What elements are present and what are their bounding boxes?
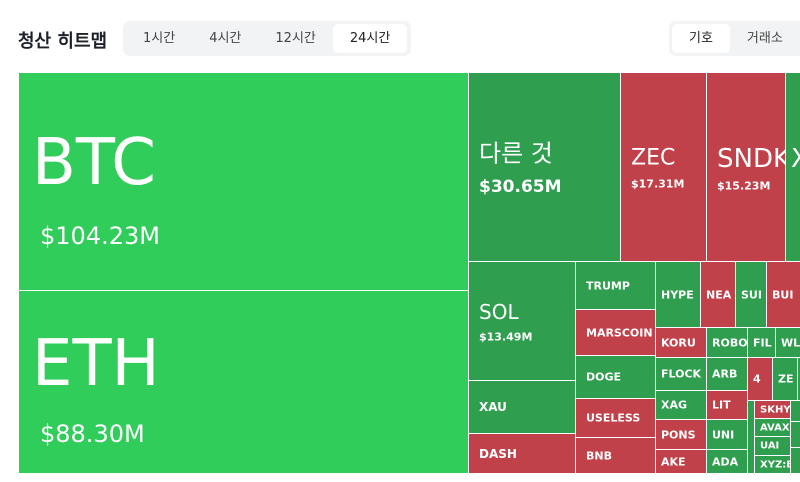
cell-label: ZE [778,372,794,386]
heatmap-cell[interactable]: SNDK $15.23M [707,73,785,261]
heatmap-cell[interactable]: LIT [707,391,747,419]
cell-label: DASH [479,446,517,461]
heatmap-cell[interactable]: ZEC $17.31M [621,73,706,261]
heatmap-cell[interactable]: ETH $88.30M [19,291,468,473]
heatmap-cell[interactable]: WL [776,328,800,357]
heatmap-cell[interactable]: AVAX [755,419,790,436]
cell-label: LIT [712,398,731,412]
heatmap-cell[interactable]: TRUMP [576,262,655,309]
cell-label: XAG [661,398,688,412]
heatmap-cell[interactable]: USELESS [576,399,655,437]
heatmap-cell[interactable]: X [786,73,800,261]
cell-label: MARSCOIN [586,326,653,339]
cell-label: SUI [741,288,762,301]
time-tabs: 1시간 4시간 12시간 24시간 [123,21,411,56]
tab[interactable]: 24시간 [332,24,408,53]
cell-label: HYPE [661,288,694,301]
cell-label: NEA [706,288,732,301]
heatmap-cell[interactable]: MARSCOIN [576,310,655,355]
view-tabs: 기호 거래소 [669,21,800,56]
heatmap-cell[interactable]: XAG [656,391,706,419]
heatmap-cell[interactable]: ADA [707,450,747,473]
heatmap-cell[interactable]: BUI [767,262,800,327]
heatmap-cell[interactable]: XAU [469,381,575,433]
cell-label: SNDK [717,144,785,174]
heatmap-cell[interactable]: FLOCK [656,358,706,390]
heatmap-cell[interactable]: 다른 것 $30.65M [469,73,620,261]
cell-label: BUI [772,288,794,301]
cell-label: FIL [753,336,772,349]
cell-label: BTC [32,126,156,200]
cell-label: KORU [661,336,696,349]
cell-label: SOL [479,300,519,324]
cell-label: USELESS [586,411,641,425]
tab[interactable]: 1시간 [143,31,176,46]
heatmap-cell-filler [791,401,800,421]
cell-label: 다른 것 [479,139,553,168]
cell-label: WL [781,336,800,349]
heatmap-cell[interactable]: ROBO [707,328,747,357]
cell-value: $88.30M [40,420,145,448]
cell-value: $30.65M [479,177,562,197]
tab[interactable]: 4시간 [209,31,242,46]
cell-label: XAU [479,400,507,414]
cell-label: 4 [753,372,761,386]
heatmap-cell[interactable]: BNB [576,438,655,473]
heatmap-cell-filler [791,422,800,447]
cell-label: SKHY [760,404,790,415]
page-title: 청산 히트맵 [18,31,108,52]
tab[interactable]: 거래소 [746,31,783,46]
heatmap-cell[interactable]: ZE [773,358,797,400]
heatmap-cell[interactable]: XYZ:B [755,456,790,473]
heatmap-cell[interactable]: DASH [469,434,575,473]
heatmap-cell[interactable]: PONS [656,420,706,449]
cell-label: X [791,144,800,174]
heatmap-cell-filler [791,448,800,473]
heatmap-cell[interactable]: NEA [701,262,735,327]
heatmap-cell[interactable]: FIL [748,328,775,357]
cell-value: $17.31M [631,177,685,191]
heatmap-cell-filler [748,401,754,473]
heatmap-cell[interactable]: ARB [707,358,747,390]
tab[interactable]: 기호 [672,24,730,53]
cell-label: BNB [586,449,612,462]
cell-label: AKE [661,455,686,468]
tab[interactable]: 12시간 [275,31,316,46]
cell-label: DOGE [586,370,622,384]
heatmap-cell[interactable]: AKE [656,450,706,473]
heatmap-cell[interactable]: 4 [748,358,772,400]
cell-label: UAI [760,440,780,452]
heatmap-cell-filler [798,358,800,400]
cell-label: PONS [661,428,696,441]
cell-label: ZEC [631,145,676,171]
heatmap-cell[interactable]: SUI [736,262,766,327]
cell-value: $15.23M [717,179,771,193]
heatmap-cell[interactable]: BTC $104.23M [19,73,468,290]
cell-label: ROBO [712,336,747,349]
cell-label: ADA [712,455,739,468]
heatmap-cell[interactable]: DOGE [576,356,655,398]
cell-label: XYZ:B [760,459,790,470]
cell-label: UNI [712,428,735,441]
cell-label: AVAX [760,422,790,433]
heatmap-cell[interactable]: KORU [656,328,706,357]
heatmap-cell[interactable]: SOL $13.49M [469,262,575,380]
cell-label: ETH [32,327,160,401]
cell-label: FLOCK [661,367,702,381]
cell-label: TRUMP [586,279,630,292]
cell-label: ARB [712,367,738,381]
heatmap-cell[interactable]: HYPE [656,262,700,327]
heatmap-cell[interactable]: UNI [707,420,747,449]
heatmap-cell[interactable]: UAI [755,437,790,455]
heatmap-cell[interactable]: SKHY [755,401,790,418]
cell-value: $13.49M [479,330,533,344]
cell-value: $104.23M [40,222,160,250]
